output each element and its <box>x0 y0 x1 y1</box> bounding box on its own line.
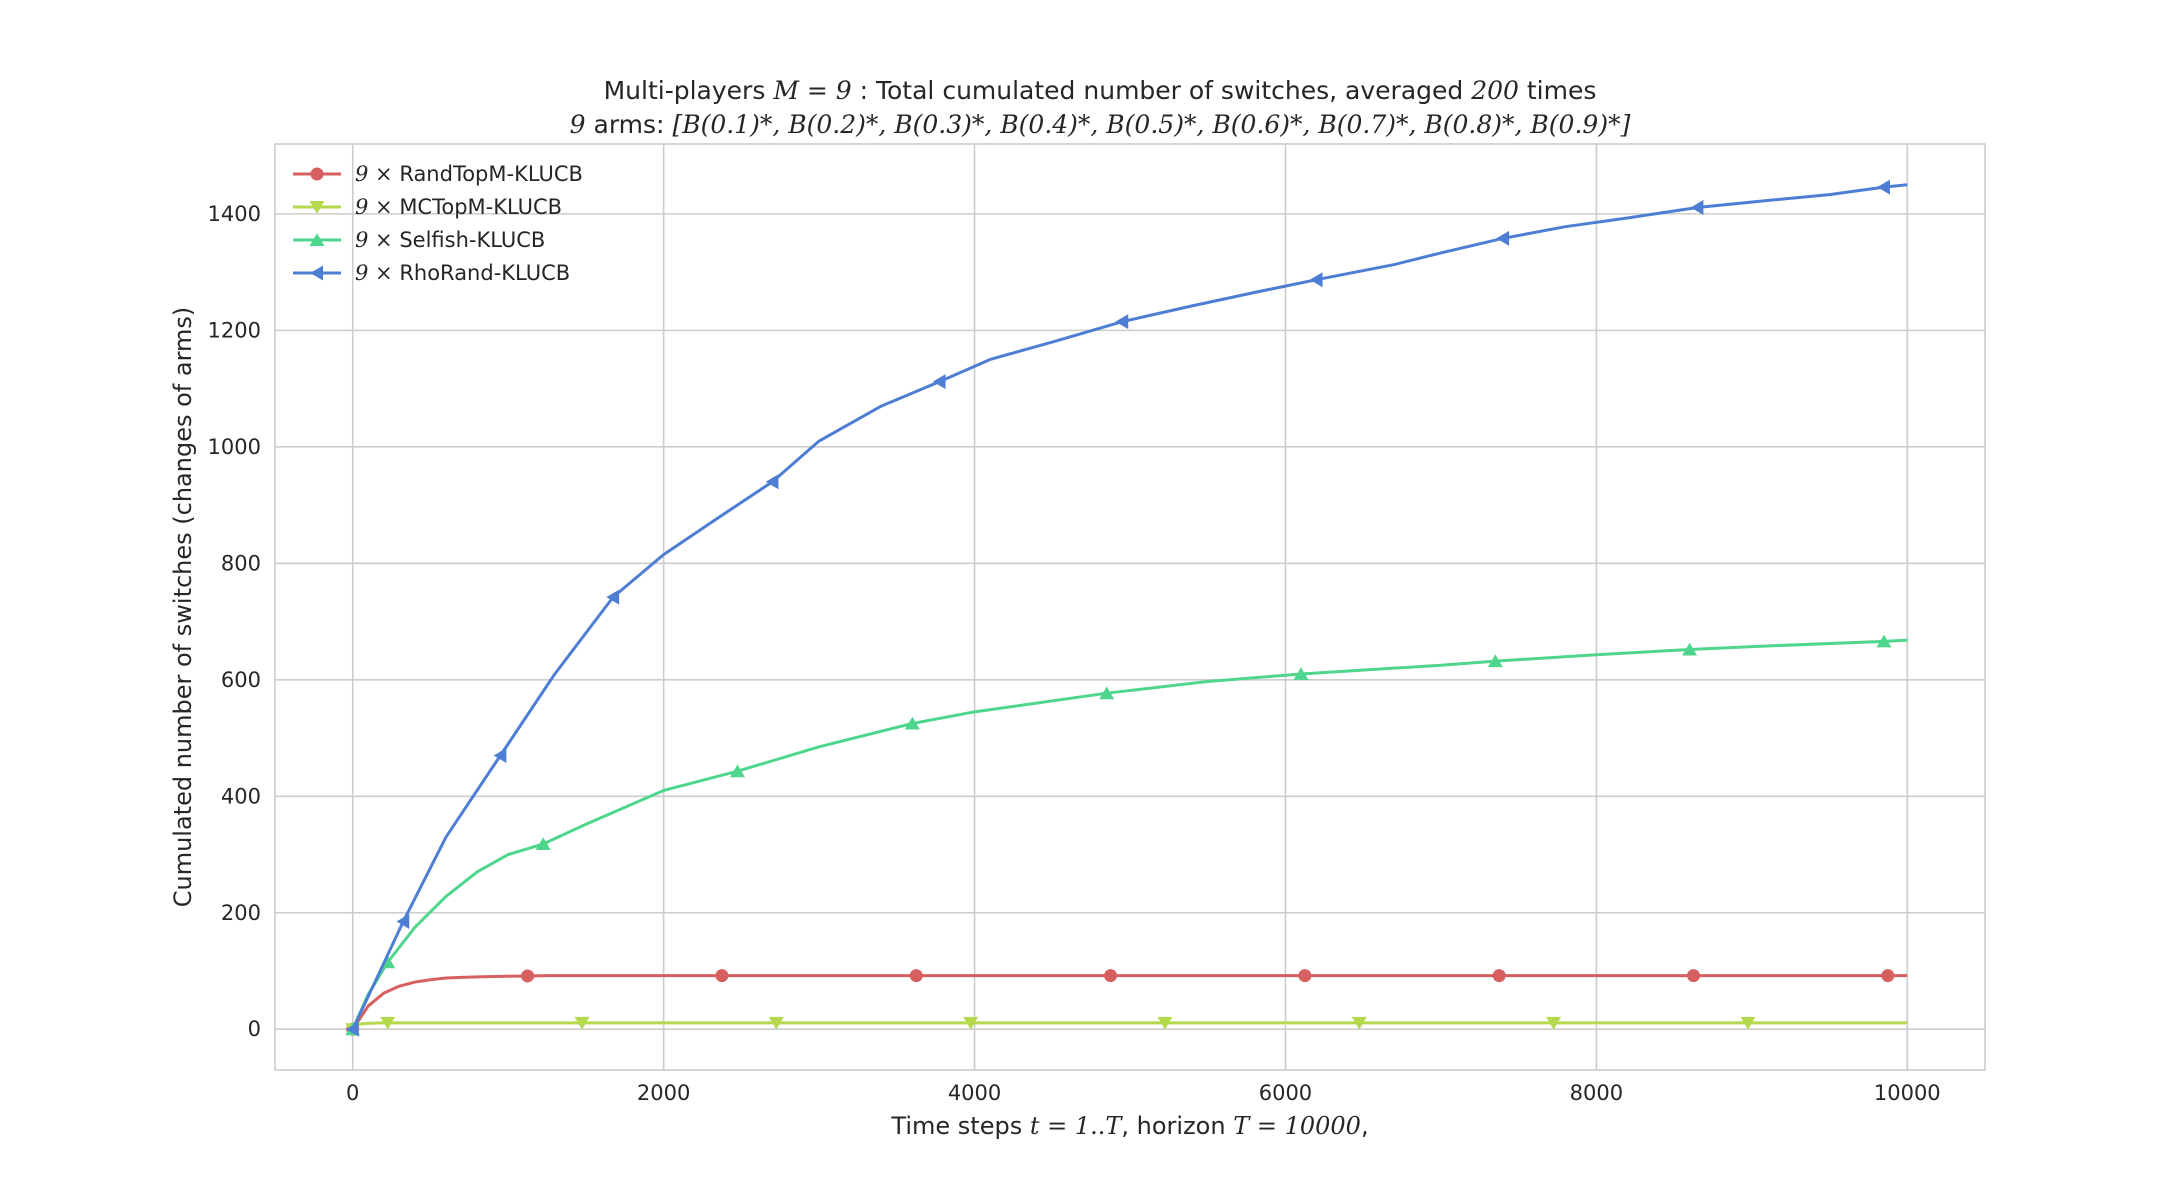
legend-marker <box>310 265 323 281</box>
legend-label: 9 × RhoRand-KLUCB <box>355 261 570 285</box>
chart-title-line2: 9 arms: [B(0.1)*, B(0.2)*, B(0.3)*, B(0.… <box>570 110 1631 139</box>
data-point-marker <box>1157 1016 1173 1030</box>
data-point-marker <box>1099 686 1115 700</box>
data-point-marker <box>1298 969 1312 983</box>
legend-marker <box>309 201 325 214</box>
data-point-marker <box>1115 314 1129 330</box>
chart-title-line1: Multi-players M = 9 : Total cumulated nu… <box>604 76 1597 105</box>
x-axis-ticks: 0 2000 4000 6000 8000 10000 <box>346 1081 1941 1105</box>
data-point-marker <box>1487 654 1503 668</box>
x-tick-label: 6000 <box>1259 1081 1312 1105</box>
y-tick-label: 0 <box>248 1017 261 1041</box>
data-point-marker <box>1309 272 1323 288</box>
data-point-marker <box>493 748 507 764</box>
data-point-marker <box>606 589 620 605</box>
legend: 9 × RandTopM-KLUCB 9 × MCTopM-KLUCB 9 × Se… <box>293 162 583 285</box>
data-point-marker <box>1740 1016 1756 1030</box>
x-axis-label: Time steps t = 1..T, horizon T = 10000, <box>890 1112 1368 1140</box>
legend-item: 9 × RhoRand-KLUCB <box>293 261 570 285</box>
data-point-marker <box>765 474 779 490</box>
data-point-marker <box>963 1016 979 1030</box>
legend-label: 9 × Selfish-KLUCB <box>355 228 545 252</box>
y-tick-label: 800 <box>221 551 261 575</box>
data-point-marker <box>574 1016 590 1030</box>
series-mctopm-klucb <box>345 1016 1908 1036</box>
data-point-marker <box>380 1016 396 1030</box>
data-point-marker <box>768 1016 784 1030</box>
y-tick-label: 600 <box>221 668 261 692</box>
data-point-marker <box>396 913 410 929</box>
data-point-marker <box>1293 667 1309 680</box>
data-point-marker <box>1496 230 1510 246</box>
data-point-marker <box>904 716 920 730</box>
grid-lines <box>275 144 1985 1070</box>
series-line <box>351 974 1908 1031</box>
y-axis-label: Cumulated number of switches (changes of… <box>169 307 197 908</box>
y-tick-label: 400 <box>221 784 261 808</box>
data-point-marker <box>932 374 946 390</box>
series-rhorand-klucb <box>345 179 1908 1037</box>
data-point-marker <box>1881 969 1895 983</box>
series-line <box>351 183 1908 1030</box>
data-point-marker <box>1877 179 1890 195</box>
legend-item: 9 × RandTopM-KLUCB <box>293 162 583 186</box>
data-point-marker <box>1682 642 1698 656</box>
data-point-marker <box>345 1021 359 1037</box>
data-point-marker <box>1687 969 1701 983</box>
y-tick-label: 200 <box>221 901 261 925</box>
series-line <box>351 638 1908 1030</box>
data-point-marker <box>535 837 551 851</box>
x-tick-label: 0 <box>346 1081 359 1105</box>
y-tick-label: 1200 <box>208 318 261 342</box>
x-tick-label: 2000 <box>637 1081 690 1105</box>
legend-marker <box>309 233 325 246</box>
data-point-marker <box>729 764 745 778</box>
data-point-marker <box>715 969 729 983</box>
legend-item: 9 × MCTopM-KLUCB <box>293 195 562 219</box>
series-layer <box>345 179 1908 1037</box>
x-tick-label: 10000 <box>1874 1081 1941 1105</box>
legend-marker <box>310 167 324 181</box>
data-point-marker <box>1546 1016 1562 1030</box>
x-tick-label: 4000 <box>948 1081 1001 1105</box>
series-randtopm-klucb <box>346 969 1908 1036</box>
x-tick-label: 8000 <box>1570 1081 1623 1105</box>
y-tick-label: 1400 <box>208 202 261 226</box>
data-point-marker <box>1492 969 1506 983</box>
data-point-marker <box>1104 969 1118 983</box>
plot-area <box>274 143 1986 1071</box>
data-point-marker <box>1876 634 1892 648</box>
data-point-marker <box>521 969 535 983</box>
data-point-marker <box>909 969 923 983</box>
y-tick-label: 1000 <box>208 435 261 459</box>
data-point-marker <box>1690 199 1704 215</box>
legend-item: 9 × Selfish-KLUCB <box>293 228 545 252</box>
legend-label: 9 × MCTopM-KLUCB <box>355 195 562 219</box>
data-point-marker <box>1351 1016 1367 1030</box>
series-line <box>351 1021 1908 1031</box>
legend-label: 9 × RandTopM-KLUCB <box>355 162 583 186</box>
y-axis-ticks: 0 200 400 600 800 1000 1200 1400 <box>208 202 261 1041</box>
